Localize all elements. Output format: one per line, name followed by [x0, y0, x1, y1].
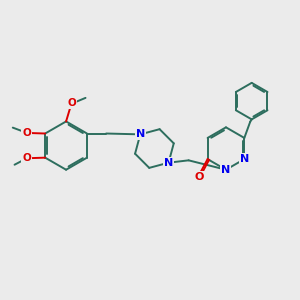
Text: O: O	[22, 128, 31, 138]
Text: O: O	[67, 98, 76, 108]
Text: N: N	[136, 129, 145, 140]
Text: O: O	[195, 172, 204, 182]
Text: O: O	[22, 153, 31, 163]
Text: N: N	[240, 154, 249, 164]
Text: N: N	[221, 165, 231, 175]
Text: N: N	[164, 158, 173, 168]
